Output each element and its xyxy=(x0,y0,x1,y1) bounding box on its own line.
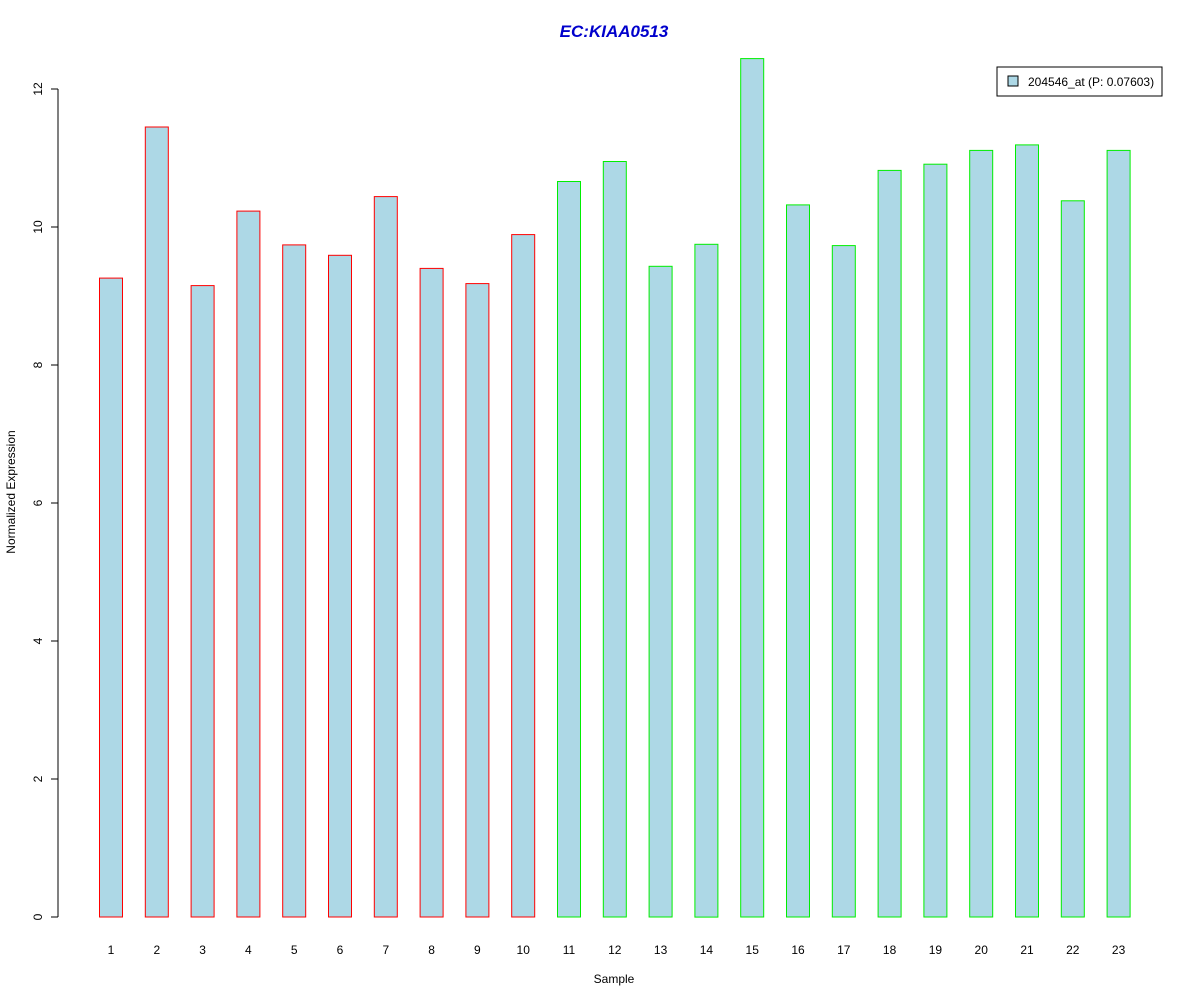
bar-sample-1 xyxy=(99,277,123,918)
x-tick-label: 21 xyxy=(1020,943,1034,957)
bar-sample-15 xyxy=(740,58,765,918)
bar-sample-23 xyxy=(1106,149,1131,918)
x-tick-label: 3 xyxy=(199,943,206,957)
bar-sample-13 xyxy=(648,265,673,918)
x-tick-label: 13 xyxy=(654,943,668,957)
y-tick-label: 4 xyxy=(31,637,45,644)
x-tick-label: 18 xyxy=(883,943,897,957)
legend-label: 204546_at (P: 0.07603) xyxy=(1028,75,1154,89)
x-tick-label: 2 xyxy=(153,943,160,957)
x-tick-label: 4 xyxy=(245,943,252,957)
bar-sample-16 xyxy=(786,204,810,918)
y-tick-label: 0 xyxy=(31,913,45,920)
x-tick-label: 7 xyxy=(382,943,389,957)
bar-sample-4 xyxy=(236,210,261,918)
x-axis-label: Sample xyxy=(594,972,635,986)
x-tick-label: 11 xyxy=(563,943,576,957)
y-axis: 0 2 4 6 8 10 12 xyxy=(31,82,59,920)
legend-box xyxy=(996,66,1163,97)
x-tick-label: 8 xyxy=(428,943,435,957)
x-tick-label: 22 xyxy=(1066,943,1080,957)
y-tick-label: 6 xyxy=(31,499,45,506)
bar-sample-3 xyxy=(190,285,215,918)
bar-sample-18 xyxy=(877,169,902,918)
y-tick-label: 2 xyxy=(31,775,45,782)
bar-sample-8 xyxy=(419,267,444,918)
x-tick-label: 16 xyxy=(791,943,805,957)
x-tick-label: 5 xyxy=(291,943,298,957)
bar-sample-11 xyxy=(557,181,581,918)
x-tick-label: 19 xyxy=(929,943,943,957)
x-tick-label: 1 xyxy=(108,943,115,957)
bar-sample-6 xyxy=(328,254,352,918)
bar-sample-22 xyxy=(1060,200,1085,918)
y-tick-label: 12 xyxy=(31,82,45,96)
bar-sample-12 xyxy=(602,161,627,918)
y-tick-label: 10 xyxy=(31,220,45,234)
y-tick-label: 8 xyxy=(31,361,45,368)
y-axis-label: Normalized Expression xyxy=(4,430,18,553)
x-tick-label: 6 xyxy=(337,943,344,957)
x-tick-label: 17 xyxy=(837,943,851,957)
bar-sample-17 xyxy=(831,245,856,918)
bar-sample-19 xyxy=(923,163,948,918)
bars-group xyxy=(99,58,1131,918)
x-tick-label: 10 xyxy=(517,943,531,957)
x-tick-label: 23 xyxy=(1112,943,1126,957)
x-tick-label: 9 xyxy=(474,943,481,957)
legend-swatch xyxy=(1007,75,1019,87)
bar-sample-10 xyxy=(511,234,536,918)
x-tick-label: 20 xyxy=(975,943,989,957)
bar-sample-5 xyxy=(282,244,307,918)
bar-sample-9 xyxy=(465,283,490,918)
x-tick-label: 12 xyxy=(608,943,622,957)
x-tick-labels: 1 2 3 4 5 6 7 8 9 10 11 12 13 14 15 16 17 18 19 20 21 22 23 xyxy=(108,943,1126,957)
x-tick-label: 15 xyxy=(746,943,760,957)
x-tick-label: 14 xyxy=(700,943,714,957)
bar-sample-21 xyxy=(1015,144,1039,918)
bar-sample-20 xyxy=(969,149,994,918)
bar-sample-7 xyxy=(373,196,398,918)
bar-sample-14 xyxy=(694,243,719,918)
legend: 204546_at (P: 0.07603) xyxy=(996,66,1163,97)
chart-title: EC:KIAA0513 xyxy=(560,22,669,41)
bar-sample-2 xyxy=(144,126,169,918)
